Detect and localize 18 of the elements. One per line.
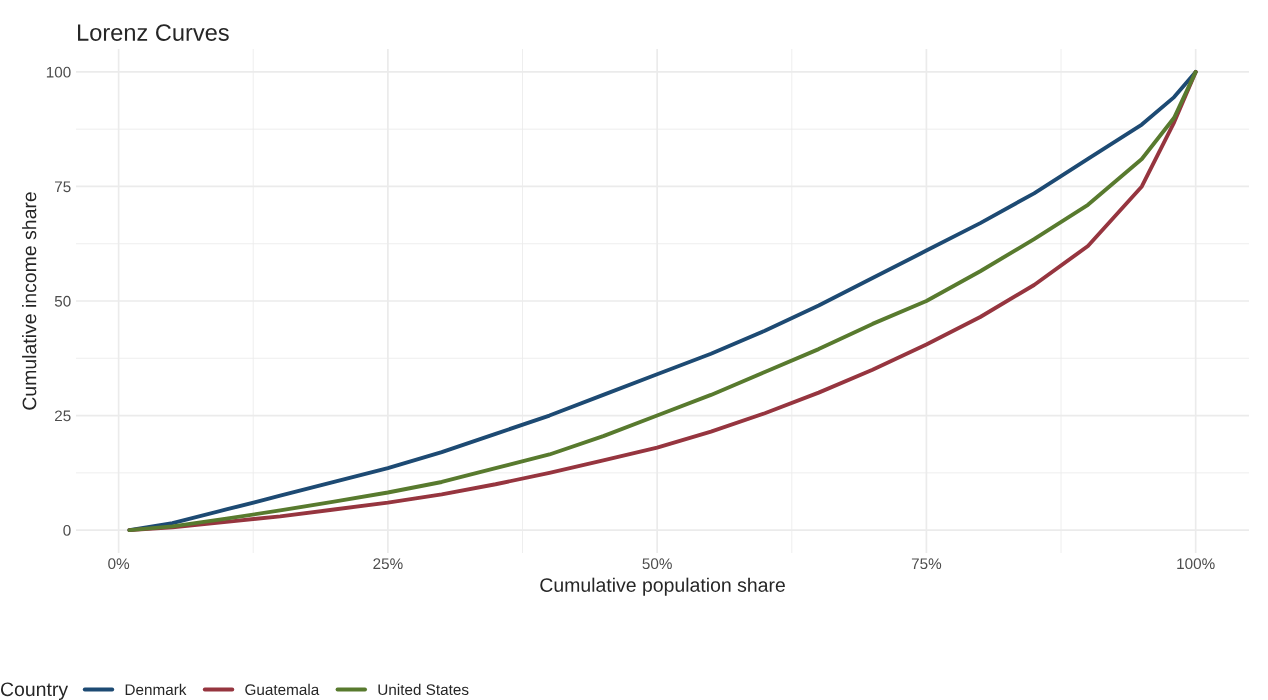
x-axis-title: Cumulative population share [540,577,785,596]
line-series [127,69,1198,533]
x-tick-label: 25% [373,558,403,570]
x-tick-label: 50% [642,558,672,570]
y-tick-label: 0 [63,524,71,536]
legend-label: Guatemala [245,683,320,696]
y-axis-title: Cumulative income share [22,192,37,410]
legend-title: Country [0,682,69,700]
x-tick-label: 100% [1177,558,1215,570]
x-tick-label: 75% [911,558,942,570]
y-tick-label: 75 [55,181,71,193]
y-tick-label: 25 [55,410,71,422]
chart-title: Lorenz Curves [78,24,229,41]
legend-label: United States [378,683,469,696]
x-tick-label: 0% [108,558,130,570]
y-tick-label: 100 [46,66,71,78]
legend-label: Denmark [125,683,187,696]
y-tick-label: 50 [54,295,71,307]
